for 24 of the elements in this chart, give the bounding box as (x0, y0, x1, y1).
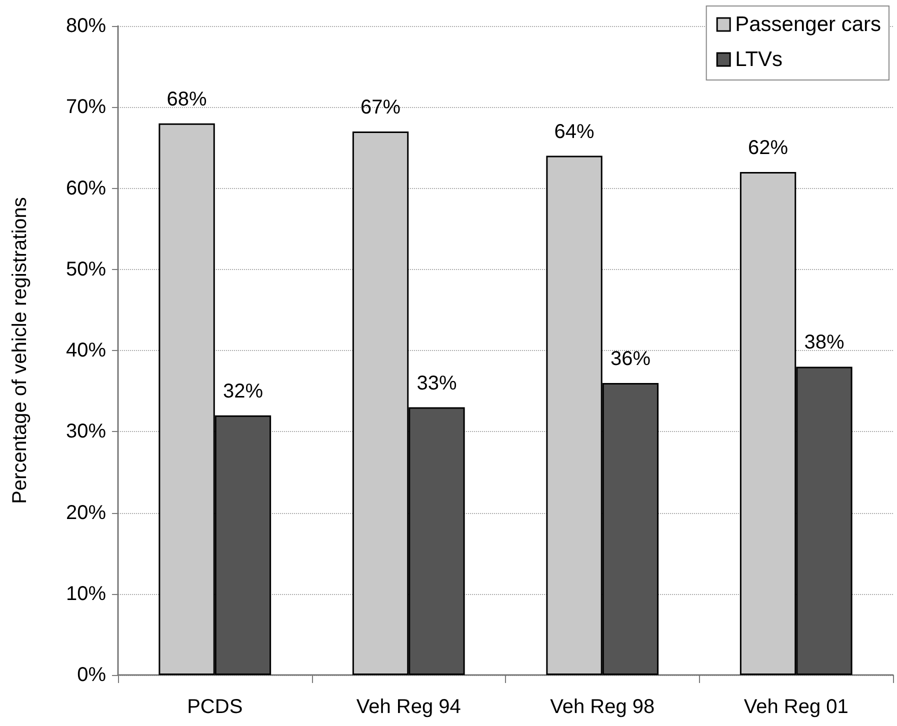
legend-label: Passenger cars (735, 13, 882, 36)
y-tick-label: 80% (66, 15, 106, 37)
y-tick-label: 20% (66, 502, 106, 524)
data-label: 62% (748, 137, 788, 160)
data-label: 67% (360, 96, 401, 118)
data-label: 32% (222, 380, 264, 402)
data-label: 38% (804, 332, 844, 354)
y-tick-label: 50% (66, 258, 106, 280)
y-tick-label: 60% (66, 177, 106, 200)
y-tick-label: 30% (66, 420, 106, 443)
y-tick-label: 70% (66, 96, 106, 118)
legend-label: LTVs (735, 48, 783, 71)
data-label: 36% (610, 348, 651, 370)
y-tick-label: 0% (77, 664, 106, 686)
data-label: 33% (416, 372, 457, 394)
x-tick-label: Veh Reg 01 (744, 696, 848, 718)
data-label: 68% (166, 88, 208, 110)
x-tick-label: PCDS (187, 696, 243, 718)
y-tick-label: 40% (66, 340, 106, 362)
x-tick-label: Veh Reg 94 (356, 696, 461, 718)
y-tick-label: 10% (66, 582, 106, 605)
y-axis-title: Percentage of vehicle registrations (9, 197, 31, 504)
x-tick-label: Veh Reg 98 (550, 696, 655, 718)
data-label: 64% (554, 120, 595, 143)
